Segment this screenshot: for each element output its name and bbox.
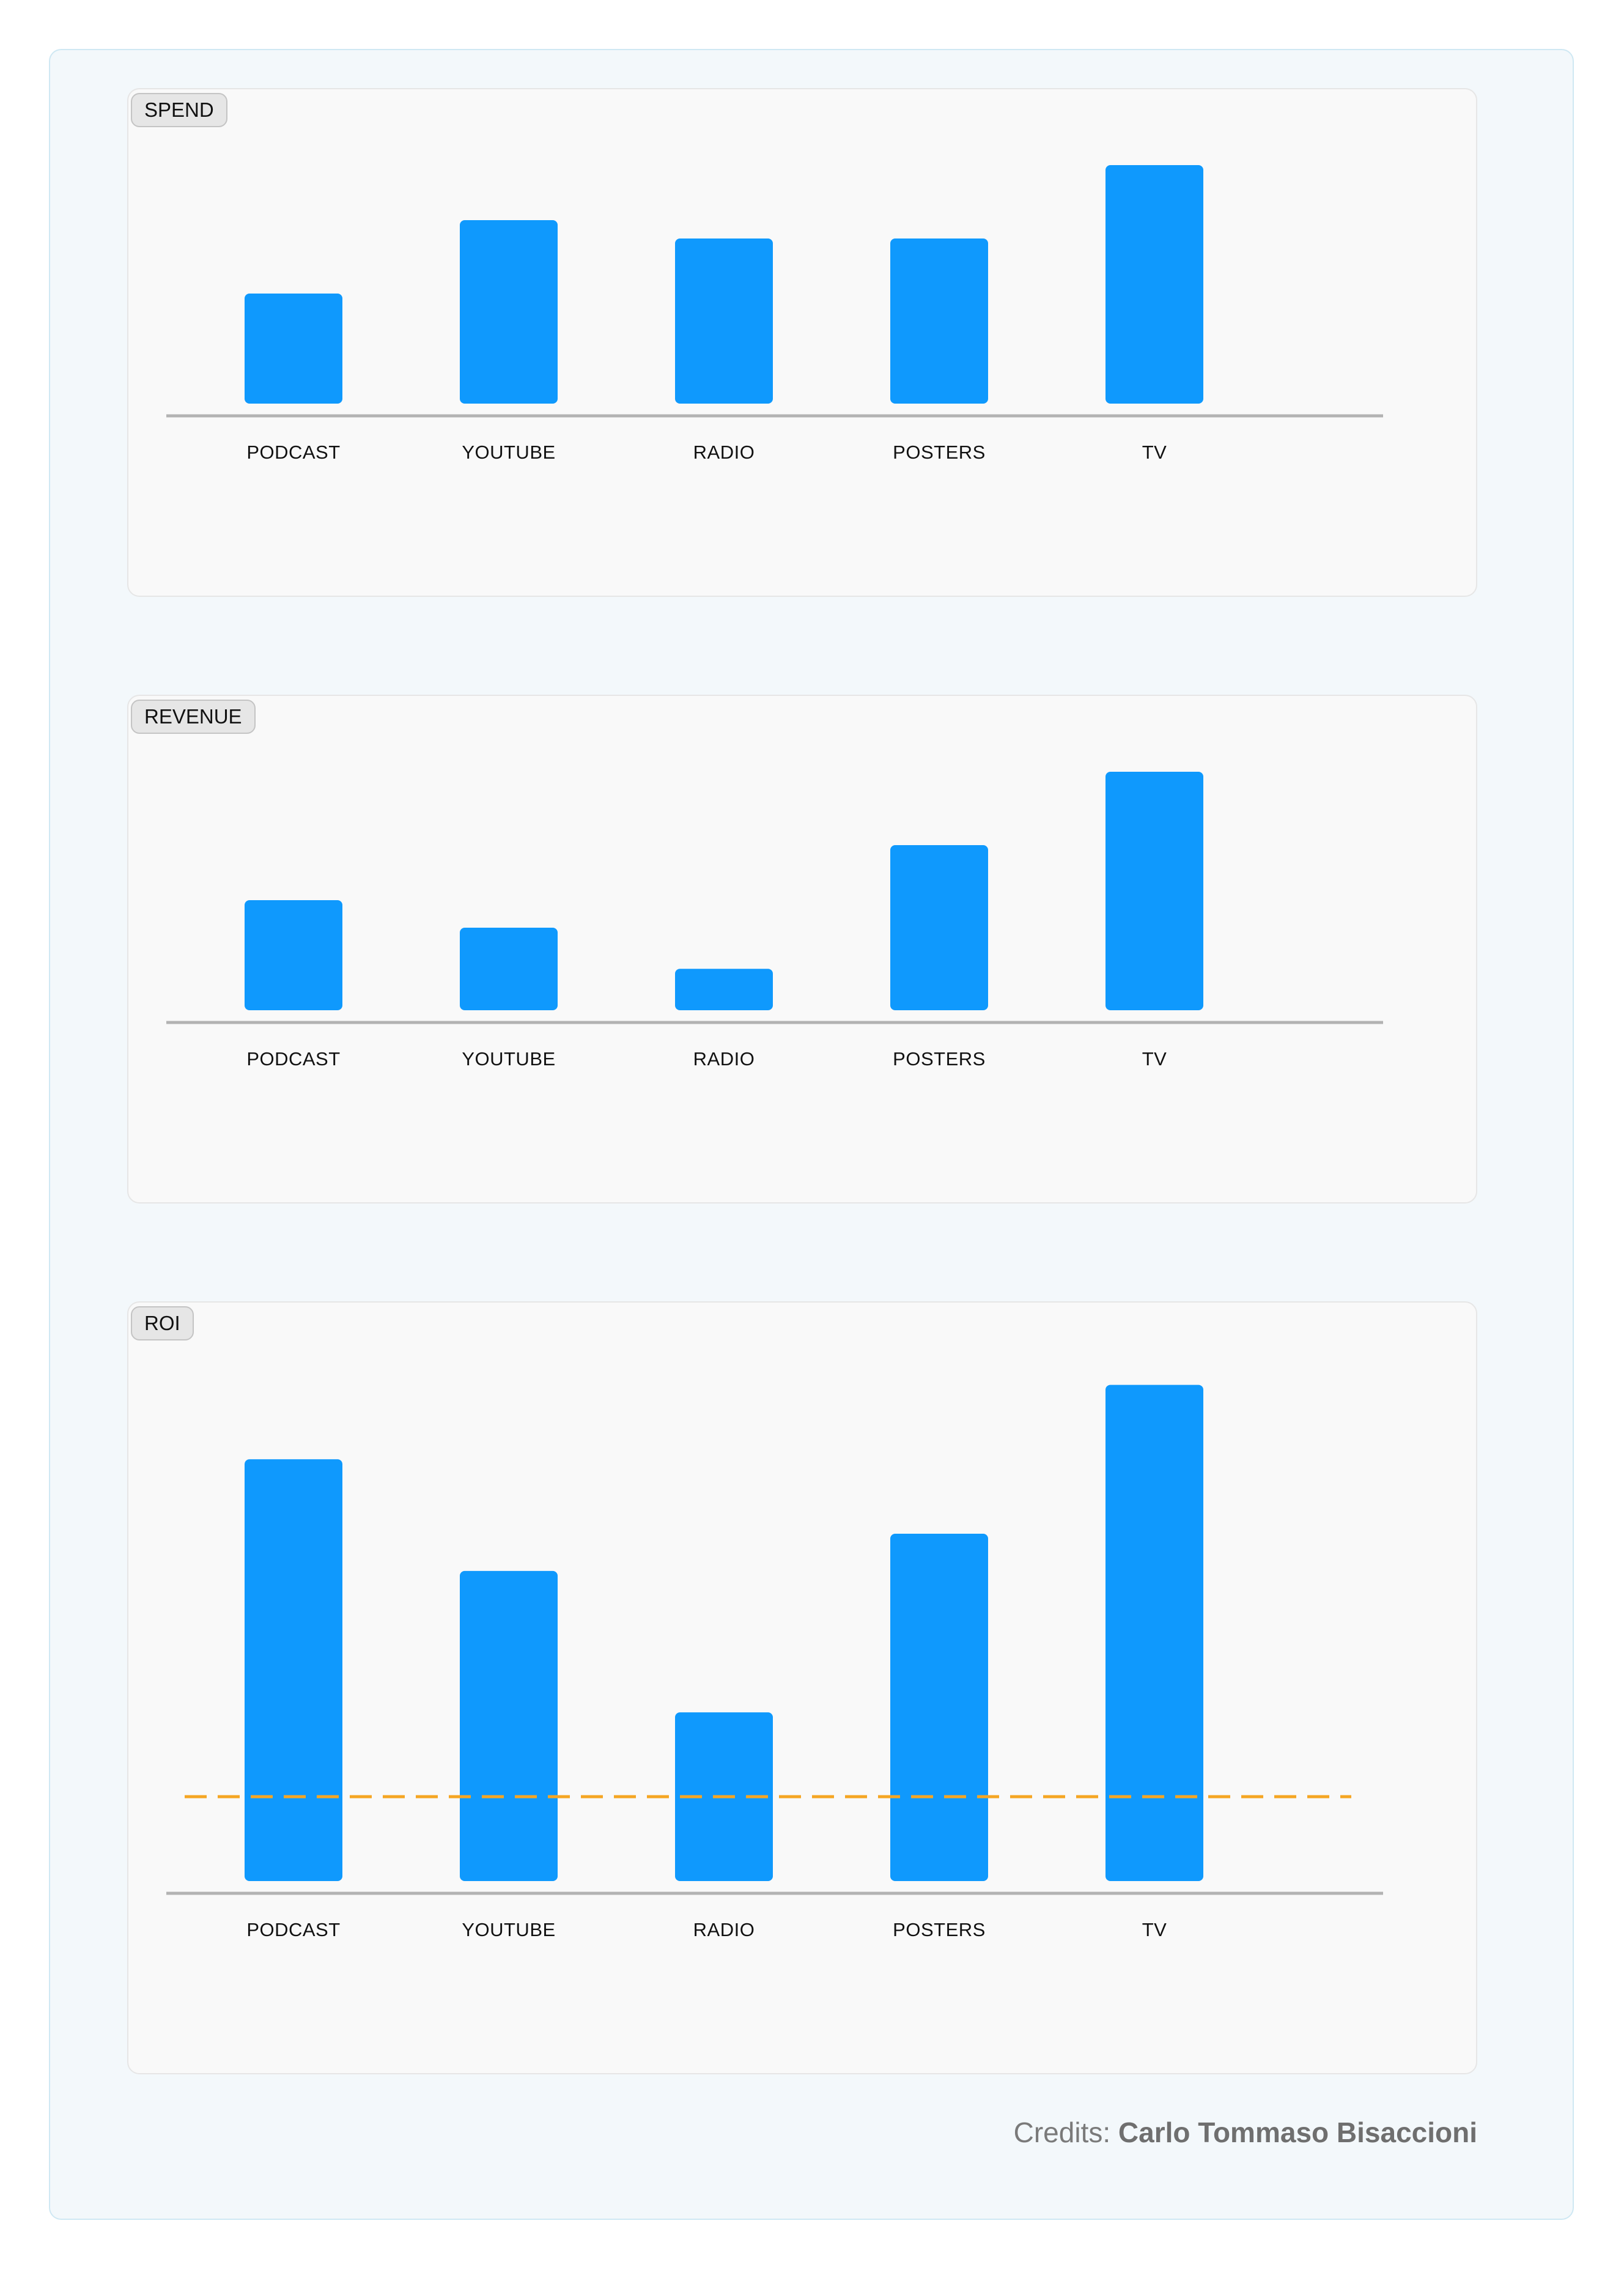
spend-bar-posters bbox=[890, 238, 988, 404]
spend-tick-label-radio: RADIO bbox=[693, 442, 755, 463]
spend-bar-youtube bbox=[460, 220, 558, 404]
roi-tick-label-tv: TV bbox=[1142, 1919, 1167, 1940]
spend-bar-podcast bbox=[245, 294, 342, 404]
roi-bar-posters bbox=[890, 1534, 988, 1881]
credits-prefix: Credits: bbox=[1013, 2117, 1111, 2148]
roi-bar-tv bbox=[1105, 1385, 1203, 1881]
spend-tick-label-podcast: PODCAST bbox=[246, 442, 340, 463]
revenue-bar-radio bbox=[675, 969, 773, 1010]
roi-tick-label-podcast: PODCAST bbox=[246, 1919, 340, 1940]
roi-bar-youtube bbox=[460, 1570, 558, 1881]
revenue-bar-tv bbox=[1105, 772, 1203, 1010]
roi-title: ROI bbox=[131, 1306, 194, 1340]
roi-bar-podcast bbox=[245, 1459, 342, 1881]
roi-tick-label-youtube: YOUTUBE bbox=[462, 1919, 555, 1940]
revenue-bar-youtube bbox=[460, 928, 558, 1010]
spend-title: SPEND bbox=[131, 93, 227, 127]
roi-panel bbox=[127, 1301, 1477, 2074]
credits-author: Carlo Tommaso Bisaccioni bbox=[1118, 2117, 1477, 2148]
revenue-tick-label-radio: RADIO bbox=[693, 1048, 755, 1070]
spend-bar-radio bbox=[675, 238, 773, 404]
spend-tick-label-youtube: YOUTUBE bbox=[462, 442, 555, 463]
spend-bar-tv bbox=[1105, 165, 1203, 404]
credits: Credits: Carlo Tommaso Bisaccioni bbox=[1014, 2116, 1477, 2149]
revenue-tick-label-podcast: PODCAST bbox=[246, 1048, 340, 1070]
spend-panel bbox=[127, 88, 1477, 597]
revenue-tick-label-posters: POSTERS bbox=[893, 1048, 986, 1070]
revenue-panel bbox=[127, 695, 1477, 1203]
spend-tick-label-posters: POSTERS bbox=[893, 442, 986, 463]
revenue-bar-posters bbox=[890, 845, 988, 1010]
roi-tick-label-posters: POSTERS bbox=[893, 1919, 986, 1940]
revenue-tick-label-tv: TV bbox=[1142, 1048, 1167, 1070]
revenue-tick-label-youtube: YOUTUBE bbox=[462, 1048, 555, 1070]
revenue-title: REVENUE bbox=[131, 700, 256, 734]
spend-tick-label-tv: TV bbox=[1142, 442, 1167, 463]
roi-tick-label-radio: RADIO bbox=[693, 1919, 755, 1940]
revenue-bar-podcast bbox=[245, 900, 342, 1010]
